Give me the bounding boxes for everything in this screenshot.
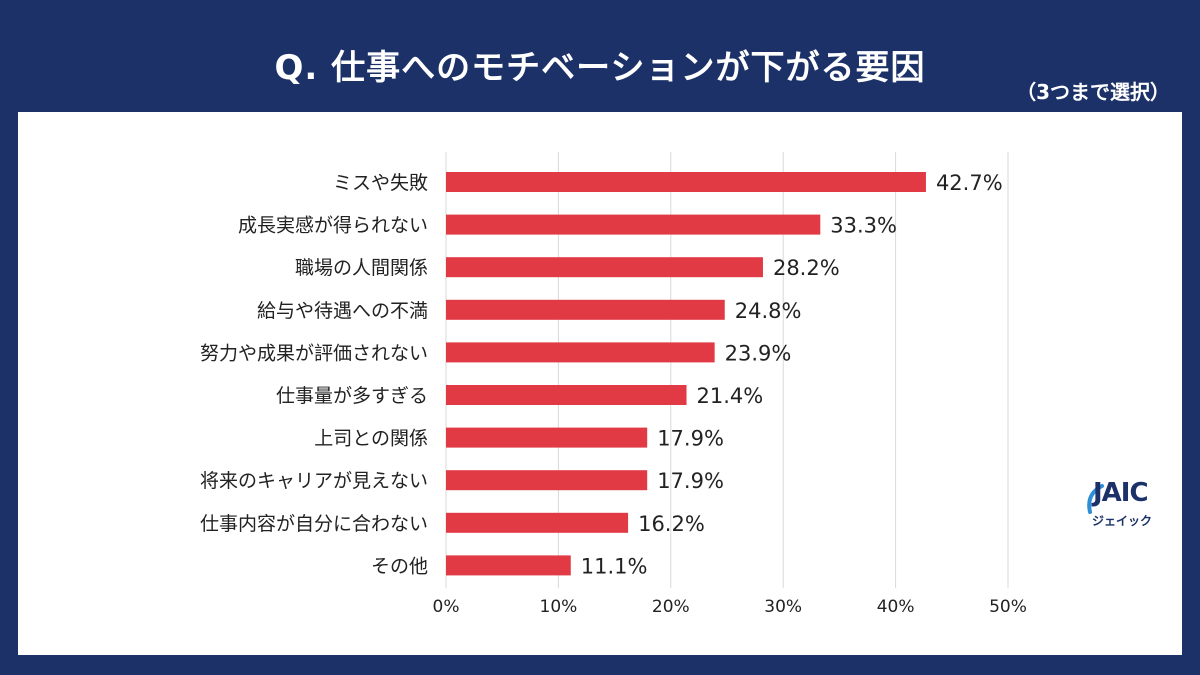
chart-panel: 0% 10% 20% 30% 40% 50% ミスや失敗 42.7% 成長実感が得られない 33.… bbox=[18, 112, 1182, 655]
bar bbox=[446, 299, 725, 320]
bar bbox=[446, 172, 926, 192]
category-label: ミスや失敗 bbox=[333, 172, 428, 194]
category-label: 努力や成果が評価されない bbox=[200, 342, 428, 364]
chart-title: Q. 仕事へのモチベーションが下がる要因 bbox=[274, 48, 926, 88]
category-label: 仕事量が多すぎる bbox=[276, 385, 428, 407]
category-label: 将来のキャリアが見えない bbox=[200, 470, 428, 492]
category-label: 職場の人間関係 bbox=[295, 257, 428, 279]
bar bbox=[446, 257, 763, 278]
x-tick-label: 50% bbox=[989, 597, 1027, 617]
value-label: 17.9% bbox=[657, 469, 724, 493]
value-label: 17.9% bbox=[657, 427, 724, 451]
category-label: 給与や待遇への不満 bbox=[257, 300, 428, 322]
bar bbox=[446, 214, 821, 235]
category-label: 成長実感が得られない bbox=[238, 215, 428, 237]
bar bbox=[446, 470, 648, 491]
value-label: 21.4% bbox=[697, 384, 764, 408]
logo-arc-icon bbox=[1087, 484, 1104, 514]
value-label: 23.9% bbox=[725, 341, 792, 365]
bar bbox=[446, 512, 629, 533]
bar bbox=[446, 342, 715, 363]
bar-chart: 0% 10% 20% 30% 40% 50% ミスや失敗 42.7% 成長実感が得られない 33.… bbox=[200, 152, 1027, 617]
value-label: 24.8% bbox=[735, 299, 802, 323]
value-label: 33.3% bbox=[830, 214, 897, 238]
bar bbox=[446, 385, 687, 405]
value-label: 11.1% bbox=[581, 554, 648, 578]
x-tick-label: 20% bbox=[652, 597, 690, 617]
x-tick-label: 0% bbox=[433, 597, 460, 617]
value-label: 16.2% bbox=[638, 512, 705, 536]
chart-subtitle: （3つまで選択） bbox=[1016, 80, 1170, 104]
value-label: 28.2% bbox=[773, 256, 840, 280]
category-label: その他 bbox=[371, 555, 428, 577]
bar bbox=[446, 427, 648, 448]
company-logo: JAIC bbox=[1093, 478, 1149, 508]
x-tick-label: 10% bbox=[540, 597, 578, 617]
x-tick-label: 30% bbox=[764, 597, 802, 617]
company-logo-subtext: ジェイック bbox=[1091, 514, 1152, 528]
category-label: 仕事内容が自分に合わない bbox=[200, 513, 428, 535]
x-tick-label: 40% bbox=[877, 597, 915, 617]
bar bbox=[446, 555, 571, 576]
category-label: 上司との関係 bbox=[314, 428, 428, 450]
value-label: 42.7% bbox=[936, 171, 1003, 195]
